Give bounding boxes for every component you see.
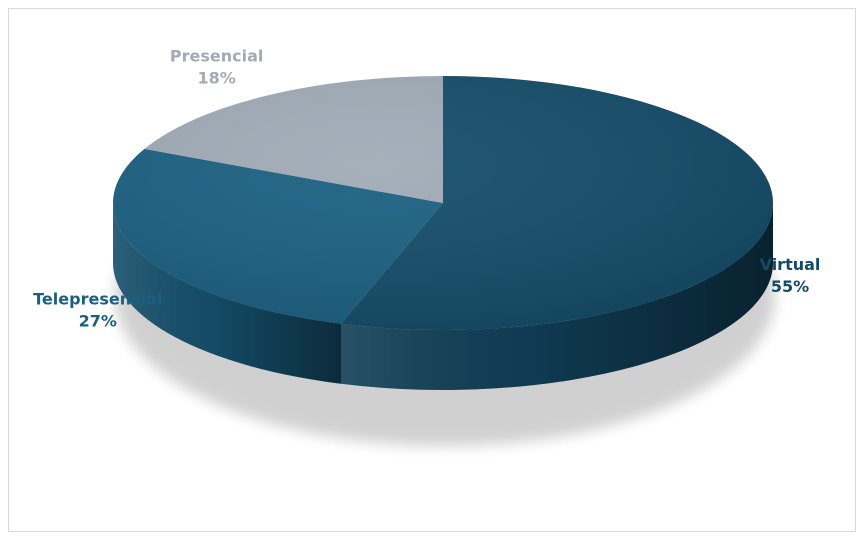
pie-top-shading (113, 76, 773, 330)
pie-side-shade-virtual (341, 203, 773, 390)
data-label-telepresencial-value: 27% (79, 311, 117, 330)
pie-tops (112, 75, 774, 331)
pie-labels: Virtual 55% Telepresencial 27% Presencial 18% (33, 47, 820, 331)
data-label-virtual-value: 55% (771, 277, 809, 296)
data-label-presencial-name: Presencial (170, 47, 263, 66)
data-label-presencial-value: 18% (198, 69, 236, 88)
pie-sides (113, 203, 773, 390)
data-label-telepresencial-name: Telepresencial (33, 289, 162, 308)
pie-side-shade-telepresencial (113, 203, 342, 384)
data-label-virtual-name: Virtual (760, 255, 821, 274)
